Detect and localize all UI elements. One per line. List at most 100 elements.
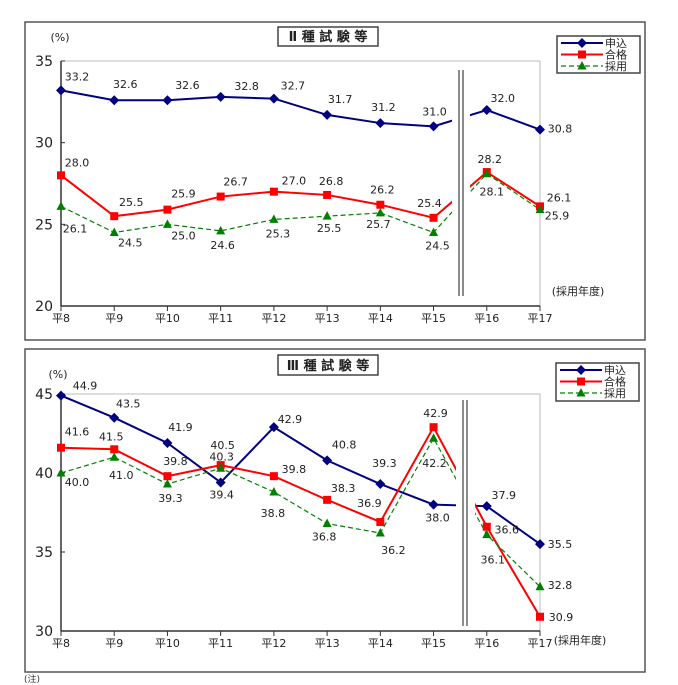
data-label-moushikomi: 32.7 xyxy=(281,80,306,93)
data-point-moushikomi xyxy=(535,124,545,135)
data-point-goukaku xyxy=(269,187,278,196)
data-point-moushikomi xyxy=(268,422,279,433)
y-tick-label: 40 xyxy=(35,466,53,482)
data-label-saiyou: 32.8 xyxy=(548,579,573,592)
data-label-moushikomi: 42.9 xyxy=(278,413,303,426)
data-point-saiyou xyxy=(322,518,332,528)
data-label-moushikomi: 41.9 xyxy=(168,421,193,434)
chart-title: Ⅱ 種 試 験 等 xyxy=(289,29,368,45)
data-label-saiyou: 24.6 xyxy=(210,239,235,252)
data-label-saiyou: 28.1 xyxy=(480,186,505,199)
data-point-moushikomi xyxy=(56,390,66,401)
data-label-goukaku: 28.0 xyxy=(65,156,90,169)
data-point-moushikomi xyxy=(162,95,173,106)
data-label-moushikomi: 31.2 xyxy=(371,101,396,114)
data-point-saiyou xyxy=(269,214,279,223)
data-point-saiyou xyxy=(482,168,492,178)
data-label-moushikomi: 35.5 xyxy=(548,538,573,551)
data-point-goukaku xyxy=(57,171,65,180)
y-tick-label: 30 xyxy=(35,136,53,152)
data-label-saiyou: 24.5 xyxy=(425,240,450,253)
data-point-saiyou xyxy=(269,486,279,496)
data-point-moushikomi xyxy=(322,455,333,466)
data-label-goukaku: 41.6 xyxy=(65,426,90,439)
data-label-goukaku: 25.4 xyxy=(417,197,442,210)
data-point-moushikomi xyxy=(322,109,333,120)
plot-area-border xyxy=(61,393,541,631)
data-label-saiyou: 25.0 xyxy=(171,229,196,242)
data-point-saiyou xyxy=(56,201,66,210)
data-point-saiyou xyxy=(429,433,439,442)
data-point-goukaku xyxy=(269,472,278,481)
chart-title-box xyxy=(277,354,379,376)
x-tick-label: 平8 xyxy=(52,312,70,325)
x-tick-label: 平15 xyxy=(421,312,446,325)
data-label-goukaku: 39.8 xyxy=(282,463,307,476)
x-tick-label: 平17 xyxy=(528,637,553,650)
data-point-saiyou xyxy=(482,529,492,539)
data-label-saiyou: 40.0 xyxy=(65,476,90,489)
data-point-moushikomi xyxy=(375,479,386,490)
data-label-goukaku: 25.9 xyxy=(171,188,196,201)
chart-panel-1: 20 25 30 35 平8 平9 平10 平11 平12 平13 平14 平15 平16 平17 (%) (… xyxy=(24,21,646,341)
data-label-saiyou: 38.8 xyxy=(261,507,286,520)
data-point-moushikomi xyxy=(535,539,545,550)
data-point-saiyou xyxy=(375,207,385,217)
data-point-goukaku xyxy=(482,522,491,531)
data-point-goukaku xyxy=(376,517,385,526)
data-label-saiyou: 36.8 xyxy=(312,531,337,544)
data-label-saiyou: 24.5 xyxy=(118,237,143,250)
x-tick-label: 平13 xyxy=(315,637,340,650)
footer-note: (注) xyxy=(24,675,41,685)
x-tick-label: 平10 xyxy=(155,312,180,325)
legend-label-moushikomi: 申込 xyxy=(604,364,626,377)
x-tick-label: 平10 xyxy=(155,637,180,650)
legend-marker-moushikomi xyxy=(576,365,586,375)
data-point-goukaku xyxy=(216,192,225,201)
data-point-saiyou xyxy=(109,227,119,236)
data-point-saiyou xyxy=(535,581,545,591)
y-tick-label: 35 xyxy=(35,54,53,70)
legend-marker-goukaku xyxy=(577,377,585,386)
y-tick-label: 20 xyxy=(35,299,53,315)
data-point-goukaku xyxy=(110,212,119,221)
data-point-saiyou xyxy=(56,468,66,477)
y-tick-label: 25 xyxy=(35,217,53,233)
data-label-goukaku: 26.8 xyxy=(319,175,344,188)
chart-title: Ⅲ 種 試 験 等 xyxy=(287,358,369,374)
data-point-moushikomi xyxy=(428,121,439,132)
chart-title-box xyxy=(277,26,379,47)
data-label-goukaku: 26.2 xyxy=(370,184,395,197)
x-tick-label: 平12 xyxy=(261,312,286,325)
data-point-goukaku xyxy=(376,200,385,209)
data-point-moushikomi xyxy=(56,85,66,96)
x-tick-label: 平15 xyxy=(421,637,446,650)
x-tick-label: 平14 xyxy=(368,637,393,650)
data-label-moushikomi: 39.3 xyxy=(372,457,397,470)
data-label-goukaku: 28.2 xyxy=(478,153,503,166)
data-point-goukaku xyxy=(323,190,332,199)
data-point-goukaku xyxy=(429,213,438,222)
data-label-goukaku: 27.0 xyxy=(282,175,307,188)
data-label-goukaku: 30.9 xyxy=(549,611,574,624)
data-point-saiyou xyxy=(322,211,332,220)
data-label-moushikomi: 32.6 xyxy=(113,78,138,91)
data-point-moushikomi xyxy=(375,118,386,129)
data-point-saiyou xyxy=(216,225,226,235)
data-label-moushikomi: 39.4 xyxy=(209,488,234,501)
data-label-saiyou: 25.3 xyxy=(266,227,291,240)
data-label-goukaku: 39.8 xyxy=(163,455,188,468)
y-axis-unit: (%) xyxy=(48,368,67,381)
legend-marker-goukaku xyxy=(578,50,586,59)
x-axis-unit: (採用年度) xyxy=(554,633,607,647)
data-label-moushikomi: 43.5 xyxy=(116,398,141,411)
data-label-goukaku: 41.5 xyxy=(99,430,124,443)
x-axis-unit: (採用年度) xyxy=(552,284,605,298)
data-label-moushikomi: 32.8 xyxy=(234,80,259,93)
data-label-saiyou: 26.1 xyxy=(63,222,88,235)
data-point-moushikomi xyxy=(268,93,279,104)
data-label-saiyou: 39.3 xyxy=(158,492,183,505)
data-point-saiyou xyxy=(535,204,545,214)
plot-area-border xyxy=(61,60,541,306)
y-tick-label: 30 xyxy=(35,624,53,640)
